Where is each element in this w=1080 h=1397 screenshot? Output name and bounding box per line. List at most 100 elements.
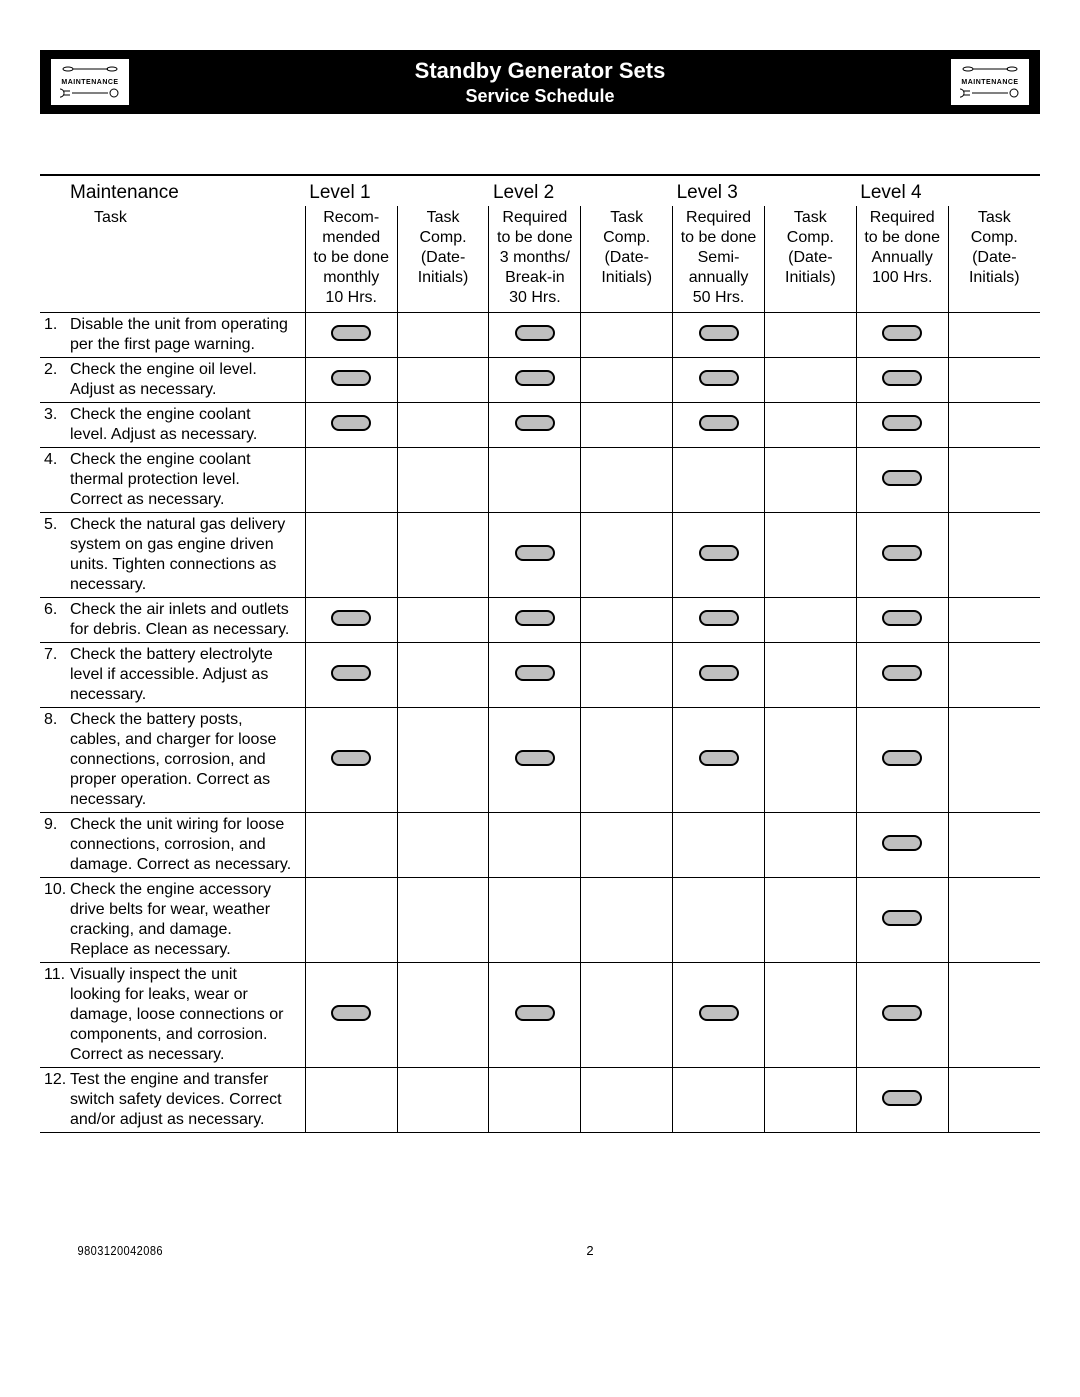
mark-cell — [489, 963, 581, 1068]
mark-cell — [305, 708, 397, 813]
mark-cell — [489, 1068, 581, 1133]
title-line-1: Standby Generator Sets — [40, 58, 1040, 84]
lozenge-icon — [331, 750, 371, 766]
subhead-7: Requiredto be doneAnnually100 Hrs. — [856, 206, 948, 313]
mark-cell — [489, 708, 581, 813]
task-cell: 9.Check the unit wiring for loose connec… — [40, 813, 305, 878]
mark-cell — [856, 598, 948, 643]
mark-cell — [489, 313, 581, 358]
task-cell: 10.Check the engine accessory drive belt… — [40, 878, 305, 963]
mark-cell — [673, 403, 765, 448]
lozenge-icon — [515, 325, 555, 341]
mark-cell — [581, 513, 673, 598]
maintenance-icon-left: MAINTENANCE — [50, 58, 130, 106]
task-cell: 5.Check the natural gas delivery system … — [40, 513, 305, 598]
mark-cell — [397, 643, 489, 708]
lozenge-icon — [882, 665, 922, 681]
table-row: 11.Visually inspect the unit looking for… — [40, 963, 1040, 1068]
mark-cell — [489, 878, 581, 963]
level-1-label: Level 1 — [305, 175, 489, 206]
mark-cell — [397, 358, 489, 403]
mark-cell — [581, 813, 673, 878]
table-row: 2.Check the engine oil level. Adjust as … — [40, 358, 1040, 403]
mark-cell — [673, 643, 765, 708]
mark-cell — [581, 403, 673, 448]
maintenance-label: MAINTENANCE — [961, 79, 1018, 86]
mark-cell — [856, 358, 948, 403]
lozenge-icon — [699, 415, 739, 431]
mark-cell — [948, 358, 1040, 403]
mark-cell — [305, 813, 397, 878]
task-cell: 6.Check the air inlets and outlets for d… — [40, 598, 305, 643]
mark-cell — [489, 598, 581, 643]
mark-cell — [397, 313, 489, 358]
mark-cell — [305, 598, 397, 643]
mark-cell — [948, 448, 1040, 513]
task-cell: 11.Visually inspect the unit looking for… — [40, 963, 305, 1068]
subhead-2: TaskComp.(Date-Initials) — [397, 206, 489, 313]
mark-cell — [948, 813, 1040, 878]
mark-cell — [581, 598, 673, 643]
mark-cell — [673, 1068, 765, 1133]
table-row: 5.Check the natural gas delivery system … — [40, 513, 1040, 598]
lozenge-icon — [515, 415, 555, 431]
mark-cell — [948, 1068, 1040, 1133]
mark-cell — [673, 448, 765, 513]
mark-cell — [305, 1068, 397, 1133]
mark-cell — [856, 963, 948, 1068]
mark-cell — [673, 313, 765, 358]
mark-cell — [305, 963, 397, 1068]
subhead-8: TaskComp.(Date-Initials) — [948, 206, 1040, 313]
lozenge-icon — [515, 1005, 555, 1021]
mark-cell — [764, 598, 856, 643]
mark-cell — [673, 878, 765, 963]
table-row: 12.Test the engine and transfer switch s… — [40, 1068, 1040, 1133]
mark-cell — [856, 448, 948, 513]
mark-cell — [764, 878, 856, 963]
mark-cell — [581, 313, 673, 358]
lozenge-icon — [515, 370, 555, 386]
subhead-1: Recom-mendedto be donemonthly10 Hrs. — [305, 206, 397, 313]
lozenge-icon — [882, 610, 922, 626]
header-bar: MAINTENANCE Standby Generator Sets Servi… — [40, 50, 1040, 114]
lozenge-icon — [699, 610, 739, 626]
lozenge-icon — [515, 665, 555, 681]
task-cell: 12.Test the engine and transfer switch s… — [40, 1068, 305, 1133]
mark-cell — [856, 313, 948, 358]
mark-cell — [397, 708, 489, 813]
mark-cell — [764, 513, 856, 598]
mark-cell — [948, 963, 1040, 1068]
mark-cell — [397, 813, 489, 878]
subhead-6: TaskComp.(Date-Initials) — [764, 206, 856, 313]
task-cell: 4.Check the engine coolant thermal prote… — [40, 448, 305, 513]
mark-cell — [305, 358, 397, 403]
lozenge-icon — [331, 415, 371, 431]
lozenge-icon — [882, 835, 922, 851]
mark-cell — [948, 598, 1040, 643]
mark-cell — [305, 403, 397, 448]
maintenance-col-label: Maintenance — [40, 175, 305, 206]
lozenge-icon — [331, 325, 371, 341]
mark-cell — [764, 448, 856, 513]
lozenge-icon — [515, 545, 555, 561]
task-cell: 8.Check the battery posts, cables, and c… — [40, 708, 305, 813]
table-row: 1.Disable the unit from operating per th… — [40, 313, 1040, 358]
lozenge-icon — [699, 325, 739, 341]
mark-cell — [581, 878, 673, 963]
mark-cell — [489, 643, 581, 708]
mark-cell — [856, 403, 948, 448]
mark-cell — [305, 878, 397, 963]
mark-cell — [489, 448, 581, 513]
task-cell: 3.Check the engine coolant level. Adjust… — [40, 403, 305, 448]
mark-cell — [948, 313, 1040, 358]
schedule-table: Maintenance Level 1 Level 2 Level 3 Leve… — [40, 174, 1040, 1133]
lozenge-icon — [882, 1005, 922, 1021]
lozenge-icon — [331, 370, 371, 386]
mark-cell — [397, 448, 489, 513]
lozenge-icon — [331, 610, 371, 626]
mark-cell — [948, 513, 1040, 598]
footer-left: 9803120042086 — [78, 1243, 163, 1258]
level-2-label: Level 2 — [489, 175, 673, 206]
mark-cell — [397, 1068, 489, 1133]
mark-cell — [673, 963, 765, 1068]
